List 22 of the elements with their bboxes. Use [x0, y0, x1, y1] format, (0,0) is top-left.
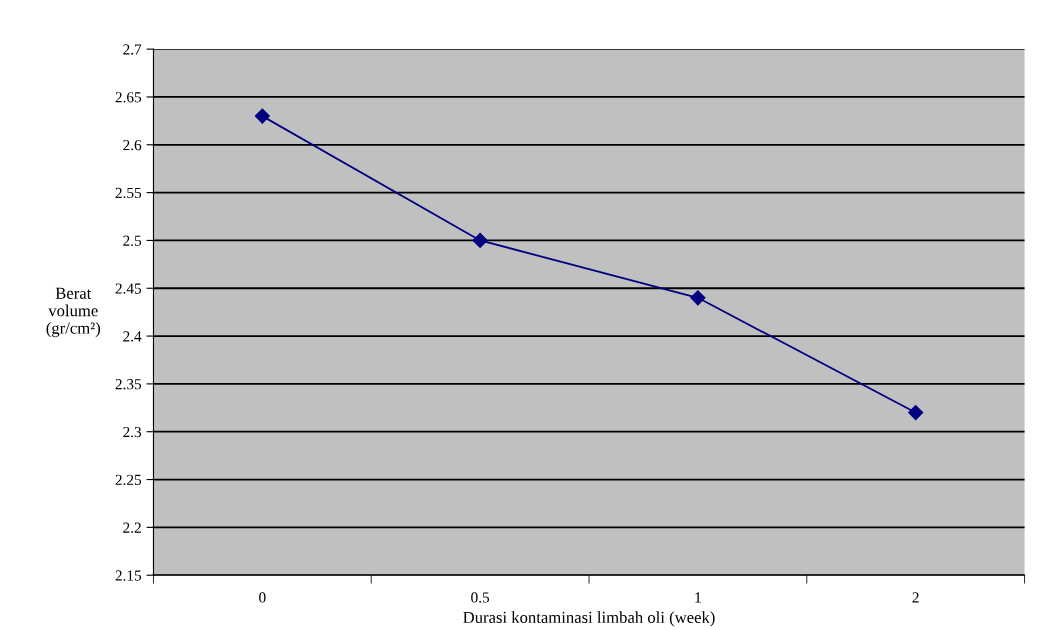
y-tick-label: 2.45	[115, 283, 142, 294]
y-tick-label: 2.35	[115, 379, 142, 390]
y-tick-label: 2.5	[123, 235, 142, 246]
y-tick-label: 2.3	[123, 426, 142, 438]
y-tick-label: 2.4	[123, 331, 142, 342]
x-tick-label: 0	[259, 592, 266, 603]
x-axis-title: Durasi kontaminasi limbah oli (week)	[463, 611, 715, 627]
y-tick-label: 2.25	[115, 474, 142, 486]
y-tick-label: 2.6	[123, 139, 142, 151]
point	[690, 290, 706, 306]
x-tick-label: 1	[695, 592, 701, 603]
y-tick-label: 2.65	[115, 92, 142, 103]
point	[254, 108, 270, 124]
point	[908, 405, 924, 421]
x-tick-label: 2	[912, 592, 919, 603]
y-tick-label: 2.7	[123, 44, 142, 55]
y-axis-title: Berat volume (gr/cm²)	[46, 287, 101, 338]
point	[472, 232, 488, 249]
x-tick-label: 0.5	[471, 592, 490, 603]
y-tick-label: 2.55	[115, 187, 142, 199]
y-tick-label: 2.15	[115, 570, 142, 581]
y-tick-label: 2.2	[123, 522, 141, 533]
